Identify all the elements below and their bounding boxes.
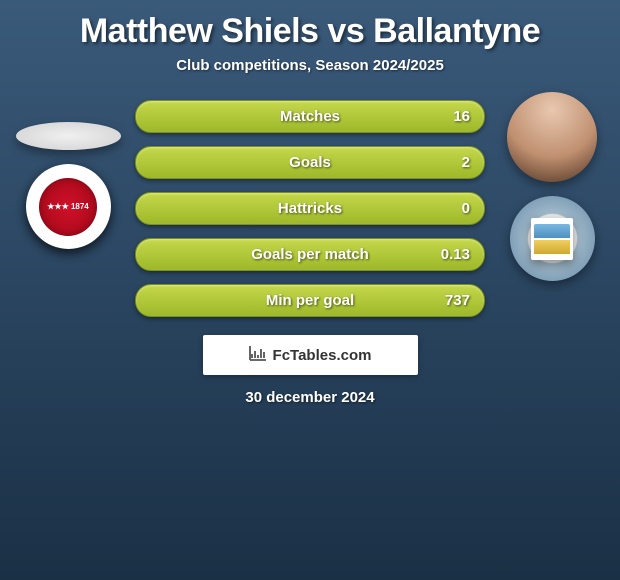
comparison-row: ★★★ 1874 Matches 16 Goals 2 Hattricks 0 …: [0, 92, 620, 317]
page-subtitle: Club competitions, Season 2024/2025: [0, 57, 620, 74]
left-column: ★★★ 1874: [13, 92, 123, 249]
page-title: Matthew Shiels vs Ballantyne: [0, 0, 620, 57]
watermark: FcTables.com: [203, 335, 418, 375]
stat-label: Goals: [289, 154, 331, 171]
stat-value: 2: [462, 154, 470, 171]
stat-bar-min-per-goal: Min per goal 737: [135, 284, 485, 317]
stats-bars: Matches 16 Goals 2 Hattricks 0 Goals per…: [135, 92, 485, 317]
badge-left-text: ★★★ 1874: [26, 164, 111, 249]
chart-icon: [249, 345, 267, 366]
stat-value: 737: [445, 292, 470, 309]
watermark-text: FcTables.com: [273, 347, 372, 364]
stat-bar-matches: Matches 16: [135, 100, 485, 133]
badge-right-inner: [531, 218, 573, 260]
stat-label: Min per goal: [266, 292, 354, 309]
player-right-avatar: [507, 92, 597, 182]
right-column: [497, 92, 607, 281]
stat-value: 0.13: [441, 246, 470, 263]
player-left-avatar: [16, 122, 121, 150]
stat-label: Hattricks: [278, 200, 342, 217]
stat-label: Matches: [280, 108, 340, 125]
player-right-badge: [510, 196, 595, 281]
stat-label: Goals per match: [251, 246, 369, 263]
stat-value: 0: [462, 200, 470, 217]
stat-bar-goals: Goals 2: [135, 146, 485, 179]
player-left-badge: ★★★ 1874: [26, 164, 111, 249]
date-text: 30 december 2024: [0, 389, 620, 406]
stat-bar-goals-per-match: Goals per match 0.13: [135, 238, 485, 271]
stat-value: 16: [453, 108, 470, 125]
stat-bar-hattricks: Hattricks 0: [135, 192, 485, 225]
